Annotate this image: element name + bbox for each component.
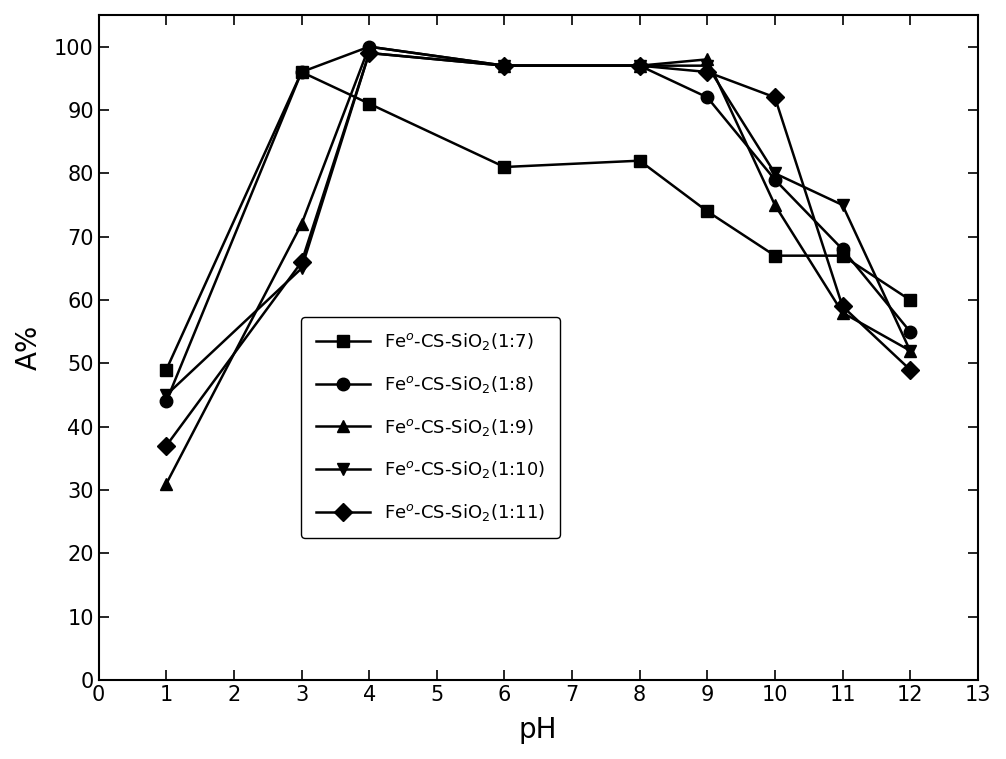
Fe$^o$-CS-SiO$_2$(1:9) [363, 42, 375, 51]
X-axis label: pH: pH [519, 716, 557, 744]
Fe$^o$-CS-SiO$_2$(1:8) [904, 327, 916, 336]
Fe$^o$-CS-SiO$_2$(1:10) [296, 264, 308, 273]
Fe$^o$-CS-SiO$_2$(1:11) [701, 68, 713, 77]
Fe$^o$-CS-SiO$_2$(1:8) [769, 175, 781, 184]
Fe$^o$-CS-SiO$_2$(1:7) [904, 295, 916, 304]
Fe$^o$-CS-SiO$_2$(1:11) [836, 302, 848, 311]
Fe$^o$-CS-SiO$_2$(1:10) [160, 390, 172, 399]
Fe$^o$-CS-SiO$_2$(1:10) [701, 61, 713, 71]
Fe$^o$-CS-SiO$_2$(1:7) [363, 99, 375, 109]
Fe$^o$-CS-SiO$_2$(1:10) [904, 346, 916, 355]
Fe$^o$-CS-SiO$_2$(1:11) [160, 441, 172, 450]
Fe$^o$-CS-SiO$_2$(1:7) [296, 68, 308, 77]
Fe$^o$-CS-SiO$_2$(1:9) [634, 61, 646, 71]
Fe$^o$-CS-SiO$_2$(1:9) [160, 479, 172, 488]
Fe$^o$-CS-SiO$_2$(1:7) [160, 365, 172, 374]
Fe$^o$-CS-SiO$_2$(1:7) [498, 162, 510, 172]
Fe$^o$-CS-SiO$_2$(1:9) [904, 346, 916, 355]
Fe$^o$-CS-SiO$_2$(1:10) [634, 61, 646, 71]
Fe$^o$-CS-SiO$_2$(1:10) [363, 49, 375, 58]
Fe$^o$-CS-SiO$_2$(1:9) [498, 61, 510, 71]
Fe$^o$-CS-SiO$_2$(1:8) [634, 61, 646, 71]
Fe$^o$-CS-SiO$_2$(1:7) [769, 251, 781, 260]
Fe$^o$-CS-SiO$_2$(1:11) [498, 61, 510, 71]
Fe$^o$-CS-SiO$_2$(1:11) [296, 257, 308, 266]
Fe$^o$-CS-SiO$_2$(1:8) [836, 245, 848, 254]
Line: Fe$^o$-CS-SiO$_2$(1:8): Fe$^o$-CS-SiO$_2$(1:8) [160, 40, 916, 408]
Fe$^o$-CS-SiO$_2$(1:11) [904, 365, 916, 374]
Line: Fe$^o$-CS-SiO$_2$(1:10): Fe$^o$-CS-SiO$_2$(1:10) [160, 47, 916, 402]
Fe$^o$-CS-SiO$_2$(1:11) [363, 49, 375, 58]
Fe$^o$-CS-SiO$_2$(1:8) [296, 68, 308, 77]
Fe$^o$-CS-SiO$_2$(1:8) [160, 397, 172, 406]
Line: Fe$^o$-CS-SiO$_2$(1:7): Fe$^o$-CS-SiO$_2$(1:7) [160, 66, 916, 376]
Fe$^o$-CS-SiO$_2$(1:10) [836, 200, 848, 209]
Fe$^o$-CS-SiO$_2$(1:10) [769, 168, 781, 178]
Fe$^o$-CS-SiO$_2$(1:7) [836, 251, 848, 260]
Y-axis label: A%: A% [15, 325, 43, 370]
Legend: Fe$^o$-CS-SiO$_2$(1:7), Fe$^o$-CS-SiO$_2$(1:8), Fe$^o$-CS-SiO$_2$(1:9), Fe$^o$-C: Fe$^o$-CS-SiO$_2$(1:7), Fe$^o$-CS-SiO$_2… [301, 317, 559, 537]
Fe$^o$-CS-SiO$_2$(1:11) [634, 61, 646, 71]
Fe$^o$-CS-SiO$_2$(1:9) [836, 308, 848, 317]
Fe$^o$-CS-SiO$_2$(1:8) [363, 42, 375, 51]
Fe$^o$-CS-SiO$_2$(1:7) [701, 206, 713, 216]
Fe$^o$-CS-SiO$_2$(1:7) [634, 156, 646, 165]
Fe$^o$-CS-SiO$_2$(1:9) [296, 219, 308, 228]
Fe$^o$-CS-SiO$_2$(1:8) [498, 61, 510, 71]
Fe$^o$-CS-SiO$_2$(1:9) [769, 200, 781, 209]
Fe$^o$-CS-SiO$_2$(1:9) [701, 55, 713, 64]
Line: Fe$^o$-CS-SiO$_2$(1:9): Fe$^o$-CS-SiO$_2$(1:9) [160, 40, 916, 490]
Line: Fe$^o$-CS-SiO$_2$(1:11): Fe$^o$-CS-SiO$_2$(1:11) [160, 47, 916, 452]
Fe$^o$-CS-SiO$_2$(1:10) [498, 61, 510, 71]
Fe$^o$-CS-SiO$_2$(1:8) [701, 93, 713, 102]
Fe$^o$-CS-SiO$_2$(1:11) [769, 93, 781, 102]
